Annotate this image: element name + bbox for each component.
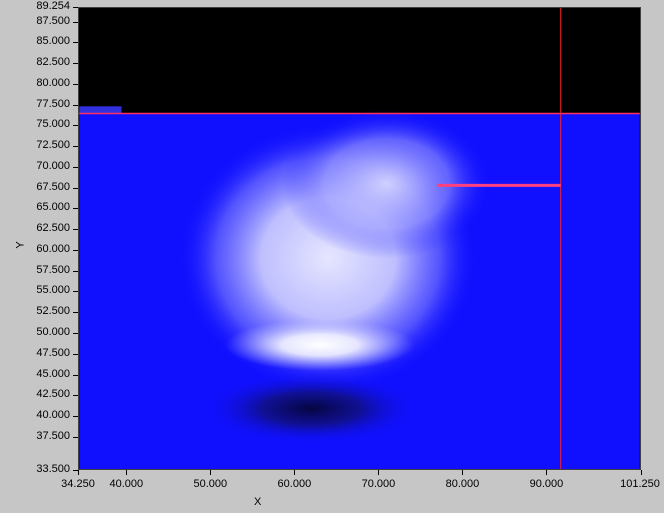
y-tick-label: 77.500 [36, 97, 70, 110]
plot-area[interactable] [78, 7, 641, 470]
y-tick-mark [73, 7, 78, 8]
x-tick-label: 50.000 [193, 478, 228, 490]
x-tick-mark [641, 470, 642, 475]
y-tick-mark [73, 375, 78, 376]
y-tick-label: 62.500 [36, 222, 70, 235]
y-tick-label: 52.500 [36, 305, 70, 318]
y-tick-mark [73, 146, 78, 147]
intensity-peak [225, 319, 415, 371]
y-axis-label: Y [14, 241, 27, 249]
x-tick-label: 80.000 [445, 478, 480, 490]
low-intensity-spot [201, 372, 421, 445]
y-tick-label: 57.500 [36, 263, 70, 276]
y-tick-label: 45.000 [36, 367, 70, 380]
y-tick-mark [73, 63, 78, 64]
x-tick-label: 60.000 [277, 478, 312, 490]
y-tick-mark [73, 167, 78, 168]
y-tick-mark [73, 125, 78, 126]
y-tick-label: 33.500 [36, 463, 70, 475]
y-tick-label: 67.500 [36, 180, 70, 193]
top-left-patch [79, 106, 122, 114]
y-tick-mark [73, 291, 78, 292]
y-tick-mark [73, 354, 78, 355]
x-tick-mark [126, 470, 127, 475]
y-tick-mark [73, 208, 78, 209]
y-tick-label: 85.000 [36, 35, 70, 48]
y-tick-mark [73, 395, 78, 396]
x-axis-label: X [254, 496, 262, 508]
y-tick-mark [73, 105, 78, 106]
y-tick-label: 60.000 [36, 242, 70, 255]
intensity-blob-upper [282, 109, 492, 259]
y-tick-label: 47.500 [36, 346, 70, 359]
y-tick-label: 75.000 [36, 118, 70, 131]
y-tick-label: 70.000 [36, 159, 70, 172]
y-tick-mark [73, 271, 78, 272]
x-tick-mark [546, 470, 547, 475]
x-tick-label: 101.250 [620, 478, 660, 490]
y-tick-label: 55.000 [36, 284, 70, 297]
y-tick-mark [73, 470, 78, 471]
y-tick-mark [73, 42, 78, 43]
y-tick-mark [73, 188, 78, 189]
x-tick-mark [462, 470, 463, 475]
x-tick-label: 34.250 [61, 478, 95, 490]
x-tick-label: 70.000 [361, 478, 396, 490]
x-tick-label: 40.000 [109, 478, 144, 490]
y-tick-label: 65.000 [36, 201, 70, 214]
y-tick-mark [73, 416, 78, 417]
y-tick-label: 42.500 [36, 388, 70, 401]
y-tick-mark [73, 437, 78, 438]
y-tick-label: 72.500 [36, 139, 70, 152]
x-tick-label: 90.000 [529, 478, 564, 490]
heatmap-image[interactable] [79, 8, 640, 469]
y-tick-mark [73, 84, 78, 85]
x-tick-mark [378, 470, 379, 475]
x-tick-mark [210, 470, 211, 475]
y-tick-label: 50.000 [36, 325, 70, 338]
x-tick-mark [78, 470, 79, 475]
y-tick-label: 37.500 [36, 429, 70, 442]
y-tick-mark [73, 312, 78, 313]
y-tick-label: 82.500 [36, 56, 70, 69]
y-tick-mark [73, 22, 78, 23]
y-tick-mark [73, 229, 78, 230]
y-tick-label: 87.500 [36, 14, 70, 27]
x-tick-mark [294, 470, 295, 475]
y-tick-label: 80.000 [36, 76, 70, 89]
y-tick-mark [73, 333, 78, 334]
y-tick-label: 89.254 [36, 0, 70, 12]
y-tick-mark [73, 250, 78, 251]
y-tick-label: 40.000 [36, 409, 70, 422]
